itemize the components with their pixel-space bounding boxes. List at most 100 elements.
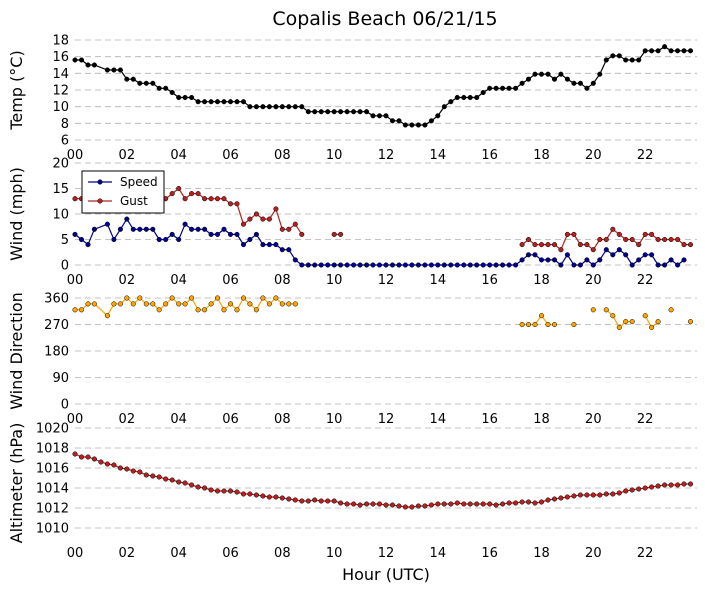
x-tick-label: 06 [222, 412, 239, 427]
data-point [156, 307, 162, 313]
data-point [545, 321, 551, 328]
data-point [402, 504, 408, 510]
data-point [279, 301, 285, 307]
data-point [273, 295, 279, 301]
data-point [454, 500, 460, 506]
data-point [299, 498, 305, 504]
data-point [513, 262, 519, 268]
y-tick-label: 5 [61, 233, 69, 248]
legend-swatch-marker [97, 179, 103, 185]
data-point [143, 80, 149, 86]
data-point [545, 497, 551, 503]
data-point [98, 459, 104, 465]
data-point [247, 301, 253, 307]
data-point [629, 236, 635, 243]
data-point [649, 252, 655, 258]
data-point [376, 262, 383, 268]
data-point [292, 301, 298, 307]
data-point [525, 236, 532, 243]
data-point [571, 231, 577, 237]
data-point [655, 48, 661, 54]
data-point [279, 226, 285, 232]
data-point [318, 109, 324, 115]
data-point [519, 499, 525, 505]
data-point [286, 247, 292, 253]
data-point [273, 206, 279, 212]
data-point [629, 57, 635, 63]
x-tick-label: 16 [481, 546, 498, 561]
data-point [247, 104, 253, 110]
data-point [383, 113, 389, 119]
data-point [577, 242, 583, 248]
data-point [279, 495, 285, 501]
data-point [675, 48, 681, 54]
data-point [208, 301, 214, 307]
data-point [616, 490, 622, 496]
data-point [610, 313, 616, 319]
data-point [454, 262, 460, 268]
data-point [292, 221, 298, 227]
data-point [221, 488, 227, 494]
data-point [649, 231, 655, 237]
x-tick-label: 12 [378, 148, 395, 163]
data-point [221, 307, 227, 313]
data-point [409, 504, 415, 510]
data-point [312, 109, 318, 115]
data-point [78, 57, 85, 63]
data-point [240, 99, 247, 105]
data-point [91, 301, 97, 307]
data-point [577, 492, 583, 498]
x-tick-label: 22 [637, 273, 654, 288]
x-tick-label: 18 [533, 273, 550, 288]
data-point [299, 231, 305, 237]
data-point [402, 262, 408, 268]
data-point [202, 196, 208, 202]
data-point [182, 480, 188, 486]
y-axis-label: Wind (mph) [7, 167, 26, 261]
y-tick-label: 10 [52, 208, 69, 223]
data-point [240, 491, 247, 497]
data-point [649, 324, 655, 330]
data-point [649, 48, 655, 54]
data-point [273, 104, 279, 110]
data-point [104, 67, 110, 73]
data-point [590, 307, 596, 313]
x-tick-label: 14 [430, 148, 447, 163]
data-point [150, 226, 156, 232]
data-point [402, 122, 408, 128]
data-point [137, 226, 143, 232]
legend-label: Gust [120, 194, 148, 208]
data-point [143, 472, 149, 478]
data-point [273, 494, 279, 500]
data-point [91, 226, 97, 232]
data-point [111, 301, 117, 307]
data-point [312, 497, 318, 503]
data-point [117, 67, 123, 73]
y-tick-label: 1014 [36, 482, 69, 497]
data-point [111, 236, 117, 243]
data-point [662, 482, 668, 488]
data-point [234, 307, 240, 313]
data-point [266, 301, 272, 307]
data-point [513, 500, 519, 506]
data-point [176, 185, 182, 192]
data-point [202, 226, 208, 232]
x-tick-label: 12 [378, 273, 395, 288]
data-point [525, 321, 532, 328]
data-point [195, 307, 201, 313]
data-point [461, 501, 467, 507]
x-tick-label: 16 [481, 148, 498, 163]
data-point [364, 501, 370, 507]
data-point [474, 94, 480, 101]
x-axis-label: Hour (UTC) [342, 565, 430, 584]
data-point [577, 80, 583, 86]
x-tick-label: 20 [585, 148, 602, 163]
data-point [143, 226, 149, 232]
data-point [117, 226, 123, 232]
data-point [85, 454, 91, 460]
data-point [364, 109, 370, 115]
x-tick-label: 20 [585, 273, 602, 288]
data-point [338, 231, 344, 237]
data-point [234, 201, 240, 207]
data-point [351, 262, 357, 268]
